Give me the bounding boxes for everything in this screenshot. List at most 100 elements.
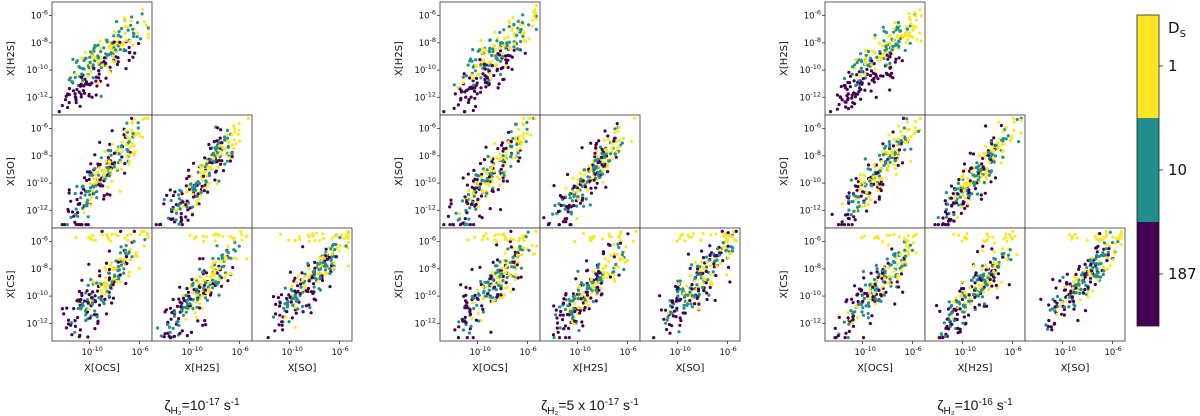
data-point xyxy=(501,77,505,82)
data-point xyxy=(113,274,117,278)
data-point xyxy=(524,140,528,144)
data-point xyxy=(184,294,188,298)
data-point xyxy=(697,302,701,306)
data-point xyxy=(76,211,80,215)
data-point xyxy=(869,89,873,93)
data-point xyxy=(80,75,84,79)
data-point xyxy=(859,97,863,101)
data-point xyxy=(483,158,487,162)
y-tick-label: 10-8 xyxy=(419,149,436,162)
data-point xyxy=(190,213,194,217)
data-point xyxy=(881,291,885,295)
data-point xyxy=(1083,309,1088,313)
data-point xyxy=(848,81,852,85)
data-point xyxy=(559,309,563,314)
data-point xyxy=(1074,286,1078,290)
data-point xyxy=(504,238,509,242)
data-point xyxy=(203,165,207,169)
data-point xyxy=(500,141,504,145)
data-point xyxy=(469,197,473,201)
data-point xyxy=(285,310,289,314)
data-point xyxy=(895,262,900,266)
data-point xyxy=(731,246,735,250)
data-point xyxy=(195,293,199,297)
data-point xyxy=(577,292,582,296)
data-point xyxy=(1075,277,1079,281)
data-point xyxy=(984,175,988,179)
data-point xyxy=(900,59,904,63)
data-point xyxy=(975,161,979,165)
data-point xyxy=(125,261,129,266)
data-point xyxy=(489,166,493,170)
data-point xyxy=(159,334,163,338)
data-point xyxy=(175,304,180,308)
data-point xyxy=(695,267,700,271)
data-point xyxy=(1108,230,1112,234)
data-point xyxy=(489,156,493,160)
data-point xyxy=(834,336,838,340)
data-point xyxy=(980,295,985,299)
data-point xyxy=(1046,327,1050,331)
data-point xyxy=(479,194,484,198)
data-point xyxy=(504,281,508,285)
data-point xyxy=(1058,304,1062,308)
data-point xyxy=(870,78,874,82)
data-point xyxy=(176,320,180,324)
data-point xyxy=(883,271,887,275)
data-point xyxy=(985,304,989,308)
data-point xyxy=(1053,321,1057,325)
data-point xyxy=(101,184,105,188)
data-point xyxy=(495,156,499,160)
data-point xyxy=(727,234,732,238)
data-point xyxy=(222,135,227,139)
data-point xyxy=(1047,318,1051,323)
data-point xyxy=(704,281,708,285)
data-point xyxy=(583,185,588,189)
data-point xyxy=(626,258,630,263)
data-point xyxy=(519,266,524,270)
data-point xyxy=(589,169,593,173)
data-point xyxy=(214,232,218,236)
data-point xyxy=(274,312,278,316)
data-point xyxy=(916,129,921,133)
data-point xyxy=(695,273,699,277)
data-point xyxy=(717,253,722,257)
data-point xyxy=(516,276,520,280)
data-point xyxy=(705,260,709,264)
data-point xyxy=(223,258,227,262)
data-point xyxy=(226,279,230,283)
data-point xyxy=(708,244,712,248)
x-tick-label: 10-6 xyxy=(905,345,922,358)
data-point xyxy=(170,311,174,315)
data-point xyxy=(198,306,202,310)
data-point xyxy=(501,41,505,45)
y-axis-label: X[H2S] xyxy=(394,41,405,76)
data-point xyxy=(504,58,508,62)
data-point xyxy=(586,175,590,179)
data-point xyxy=(126,25,130,29)
data-point xyxy=(1053,299,1057,303)
data-point xyxy=(967,194,971,198)
data-point xyxy=(848,85,853,89)
data-point xyxy=(1113,252,1117,256)
data-point xyxy=(872,62,876,66)
data-point xyxy=(880,53,884,57)
data-point xyxy=(107,249,111,253)
data-point xyxy=(62,312,66,316)
data-point xyxy=(1000,280,1004,284)
data-point xyxy=(914,130,918,134)
data-point xyxy=(909,135,913,139)
data-point xyxy=(1096,277,1100,281)
data-point xyxy=(1050,307,1054,311)
data-point xyxy=(868,286,872,290)
data-point xyxy=(724,234,728,238)
data-point xyxy=(177,197,181,201)
data-point xyxy=(90,302,94,306)
data-point xyxy=(575,204,579,208)
data-point xyxy=(98,274,102,278)
data-point xyxy=(999,161,1003,165)
data-point xyxy=(92,191,96,195)
data-point xyxy=(701,271,705,275)
data-point xyxy=(708,253,712,258)
